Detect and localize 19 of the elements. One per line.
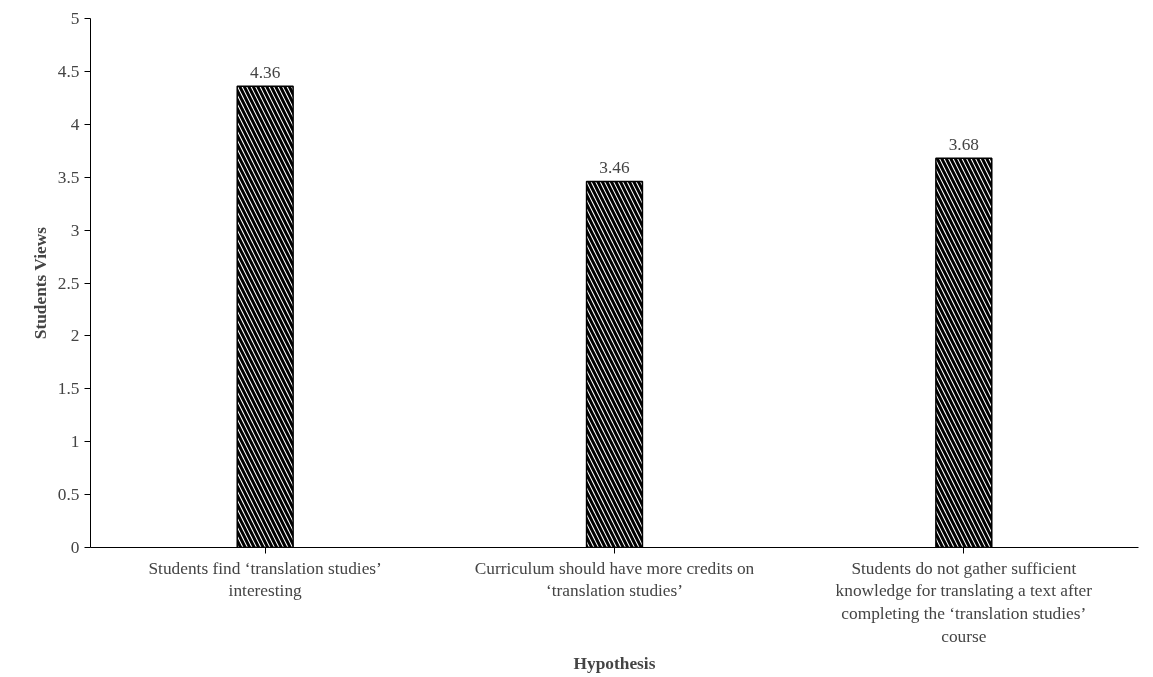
y-tick-label: 1.5 <box>57 379 80 399</box>
y-tick-label: 1 <box>70 432 80 452</box>
x-axis-title: Hypothesis <box>573 653 656 673</box>
x-tick-label: Students find ‘translation studies’ interesting <box>148 558 382 601</box>
y-tick-label: 4.5 <box>57 61 80 81</box>
y-tick-label: 2.5 <box>57 273 80 293</box>
data-label: 3.68 <box>948 135 979 155</box>
y-tick-label: 3.5 <box>57 167 80 187</box>
y-tick-label: 4 <box>70 114 80 134</box>
data-label: 3.46 <box>599 158 630 178</box>
y-tick-label: 0.5 <box>57 485 80 505</box>
y-tick-label: 5 <box>70 9 80 28</box>
x-tick-label: Curriculum should have more credits on ‘translation studies’ <box>474 558 755 601</box>
y-tick-label: 0 <box>70 538 80 557</box>
x-tick-label: Students do not gather sufficient knowledge for translating a text after completing the ‘translation studies’ course <box>835 558 1093 646</box>
y-axis-title: Students Views <box>30 226 50 340</box>
data-label: 4.36 <box>250 63 281 83</box>
y-tick-label: 3 <box>70 220 80 240</box>
y-tick-label: 2 <box>70 326 80 346</box>
